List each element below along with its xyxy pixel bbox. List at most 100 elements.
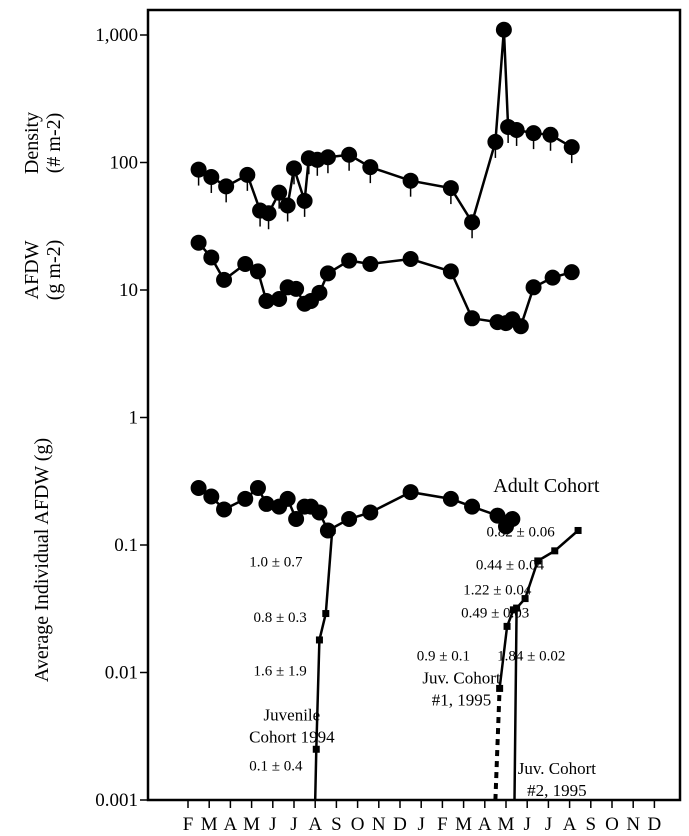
afdw-point-4: [249, 263, 266, 280]
value-annotation-0: 1.0 ± 0.7: [249, 554, 303, 570]
adult-point-20: [504, 510, 521, 527]
cohort-label-2: Juv. Cohort: [518, 759, 597, 778]
x-tick-label-15: M: [498, 814, 515, 835]
afdw-point-0: [190, 234, 207, 251]
afdw-point-12: [319, 265, 336, 282]
afdw-point-5: [258, 292, 275, 309]
value-annotation-3: 0.1 ± 0.4: [249, 759, 303, 775]
cohort-label-0-line2: Cohort 1994: [249, 728, 335, 747]
cohort-label-2-line2: #2, 1995: [527, 781, 587, 800]
x-tick-label-18: A: [563, 814, 577, 835]
juv1995a-dashed-line: [493, 688, 502, 801]
x-tick-label-6: A: [308, 814, 322, 835]
x-tick-label-22: D: [648, 814, 662, 835]
cohort-label-0: Juvenile: [264, 706, 321, 725]
afdw-point-3: [237, 255, 254, 272]
afdw-point-24: [563, 264, 580, 281]
y-axis-labels: Density (# m-2) AFDW (g m-2) Average Individ…: [21, 112, 65, 682]
x-tick-label-11: J: [417, 814, 424, 835]
adult-point-2: [216, 501, 233, 518]
x-tick-label-7: S: [331, 814, 342, 835]
adult-point-14: [362, 504, 379, 521]
y-label-group-1: AFDW (g m-2): [21, 240, 65, 301]
value-annotation-6: 1.22 ± 0.04: [463, 582, 532, 598]
value-annotation-8: 0.9 ± 0.1: [417, 649, 470, 665]
juv1994-point-4: [328, 526, 336, 534]
series-lines: [197, 29, 579, 801]
y-label-1-line2: (g m-2): [43, 240, 65, 301]
adult-point-16: [442, 490, 459, 507]
annotations: 1.0 ± 0.7 0.8 ± 0.3 1.6 ± 1.9 0.1 ± 0.4 0.82…: [249, 475, 600, 800]
cohort-label-1: Juv. Cohort: [422, 668, 501, 687]
y-tick-label-4: 0.1: [114, 535, 138, 556]
value-annotation-2: 1.6 ± 1.9: [253, 663, 306, 679]
afdw-point-23: [544, 269, 561, 286]
juv1994-point-2: [315, 636, 323, 644]
x-tick-label-0: F: [183, 814, 194, 835]
x-tick-label-3: M: [243, 814, 260, 835]
afdw-point-8: [288, 280, 305, 297]
afdw-point-1: [203, 249, 220, 266]
juv1994-line: [313, 530, 334, 801]
y-tick-label-3: 1: [129, 408, 139, 429]
value-annotation-7: 0.49 ± 0.03: [461, 606, 529, 622]
afdw-point-14: [362, 255, 379, 272]
juv1995b-point-5: [574, 526, 582, 534]
adult-point-12: [319, 522, 336, 539]
adult-point-8: [288, 510, 305, 527]
x-tick-label-19: S: [586, 814, 597, 835]
afdw-point-16: [442, 263, 459, 280]
x-tick-label-13: M: [455, 814, 472, 835]
x-tick-label-1: M: [201, 814, 218, 835]
juv1995b-point-4: [551, 547, 559, 555]
afdw-point-15: [402, 251, 419, 268]
afdw-point-17: [464, 310, 481, 327]
y-tick-label-0: 1,000: [95, 25, 138, 46]
y-tick-label-5: 0.01: [105, 663, 138, 684]
afdw-point-11: [311, 284, 328, 301]
y-axis: 1,000 100 10 1 0.1 0.01 0.001: [95, 25, 148, 811]
afdw-point-2: [216, 271, 233, 288]
y-label-group-2: Average Individual AFDW (g): [31, 438, 53, 682]
afdw-point-6: [271, 290, 288, 307]
x-tick-label-10: D: [393, 814, 407, 835]
juv1994-point-3: [322, 610, 330, 618]
value-annotation-1: 0.8 ± 0.3: [253, 610, 306, 626]
afdw-point-21: [512, 318, 529, 335]
x-tick-label-12: F: [437, 814, 448, 835]
value-annotation-5: 0.44 ± 0.04: [476, 558, 545, 574]
adult-point-5: [258, 495, 275, 512]
adult-point-3: [237, 490, 254, 507]
x-tick-label-4: J: [269, 814, 276, 835]
juv1995b-point-1: [513, 604, 521, 612]
x-tick-label-8: O: [351, 814, 365, 835]
adult-point-0: [190, 479, 207, 496]
juv1995b-point-2: [521, 595, 529, 603]
x-tick-label-20: O: [605, 814, 619, 835]
y-tick-label-1: 100: [110, 153, 139, 174]
juv1995a-point-0: [496, 684, 504, 692]
x-tick-label-2: A: [224, 814, 238, 835]
adult-point-15: [402, 484, 419, 501]
juv1995a-point-1: [503, 622, 511, 630]
value-annotation-9: 1.84 ± 0.02: [497, 649, 565, 665]
y-label-0-line2: (# m-2): [43, 113, 65, 174]
x-tick-label-21: N: [626, 814, 640, 835]
x-tick-label-5: J: [290, 814, 297, 835]
adult-point-1: [203, 488, 220, 505]
x-tick-label-9: N: [372, 814, 386, 835]
x-tick-label-16: J: [523, 814, 530, 835]
juv1995b-line: [513, 529, 579, 801]
y-label-group-0: Density (# m-2): [21, 112, 65, 174]
adult-point-17: [464, 498, 481, 515]
y-tick-label-6: 0.001: [95, 790, 138, 811]
series-markers: [190, 21, 582, 753]
value-annotation-4: 0.82 ± 0.06: [487, 524, 556, 540]
plot-frame: [146, 8, 682, 802]
adult-point-11: [311, 504, 328, 521]
y-label-2: Average Individual AFDW (g): [31, 438, 53, 682]
afdw-point-13: [341, 252, 358, 269]
adult-point-18: [489, 507, 506, 524]
adult-point-7: [279, 490, 296, 507]
